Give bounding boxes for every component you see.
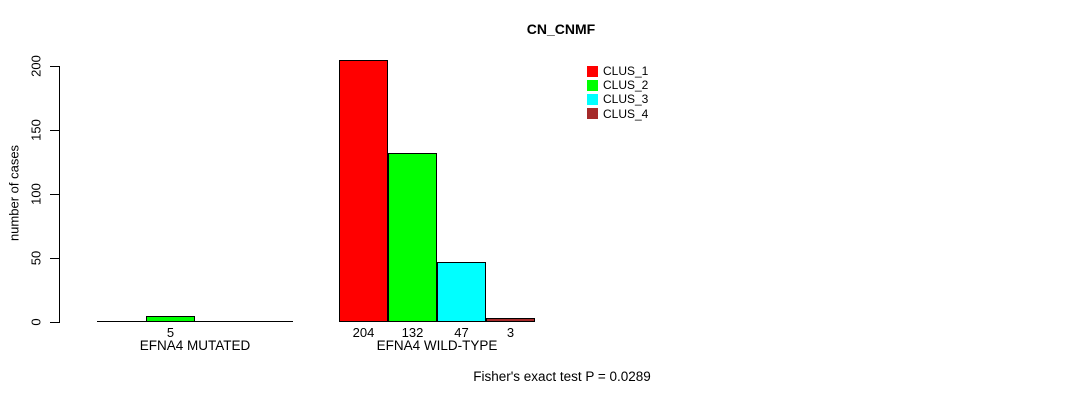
y-axis-line xyxy=(59,65,60,323)
y-axis-tick-label: 200 xyxy=(28,54,44,77)
legend-swatch-clus-4 xyxy=(587,108,598,120)
y-axis-tick xyxy=(50,193,59,195)
y-axis-tick xyxy=(50,129,59,131)
bar-clus-4-efna4-wild-type xyxy=(486,318,535,322)
chart-title: CN_CNMF xyxy=(526,21,596,37)
legend-label-clus-3: CLUS_3 xyxy=(603,92,649,107)
fisher-test-annotation: Fisher's exact test P = 0.0289 xyxy=(473,369,651,384)
x-axis-category-label: EFNA4 MUTATED xyxy=(139,338,251,353)
y-axis-tick xyxy=(50,65,59,67)
bar-value-label: 3 xyxy=(506,325,515,340)
x-axis-category-label: EFNA4 WILD-TYPE xyxy=(376,338,498,353)
bar-value-label: 5 xyxy=(166,325,175,340)
legend-swatch-clus-2 xyxy=(587,79,598,91)
y-axis-tick-label: 150 xyxy=(28,118,44,141)
y-axis-tick-label: 50 xyxy=(28,250,44,266)
bar-value-label: 204 xyxy=(352,325,375,340)
legend-label-clus-2: CLUS_2 xyxy=(603,78,649,93)
legend-label-clus-4: CLUS_4 xyxy=(603,106,649,121)
x-axis-baseline xyxy=(97,321,293,322)
y-axis-label: number of cases xyxy=(6,144,22,242)
bar-clus-2-efna4-wild-type xyxy=(388,153,437,322)
y-axis-tick-label: 100 xyxy=(28,182,44,205)
y-axis-tick xyxy=(50,257,59,259)
bar-value-label: 132 xyxy=(401,325,424,340)
legend-swatch-clus-1 xyxy=(587,65,598,77)
y-axis-tick-label: 0 xyxy=(28,318,44,326)
legend-swatch-clus-3 xyxy=(587,93,598,105)
bar-clus-2-efna4-mutated xyxy=(146,316,195,322)
bar-value-label: 47 xyxy=(454,325,469,340)
y-axis-tick xyxy=(50,322,59,323)
bar-clus-1-efna4-wild-type xyxy=(339,60,388,322)
legend-label-clus-1: CLUS_1 xyxy=(603,64,649,78)
bar-clus-3-efna4-wild-type xyxy=(437,262,486,322)
